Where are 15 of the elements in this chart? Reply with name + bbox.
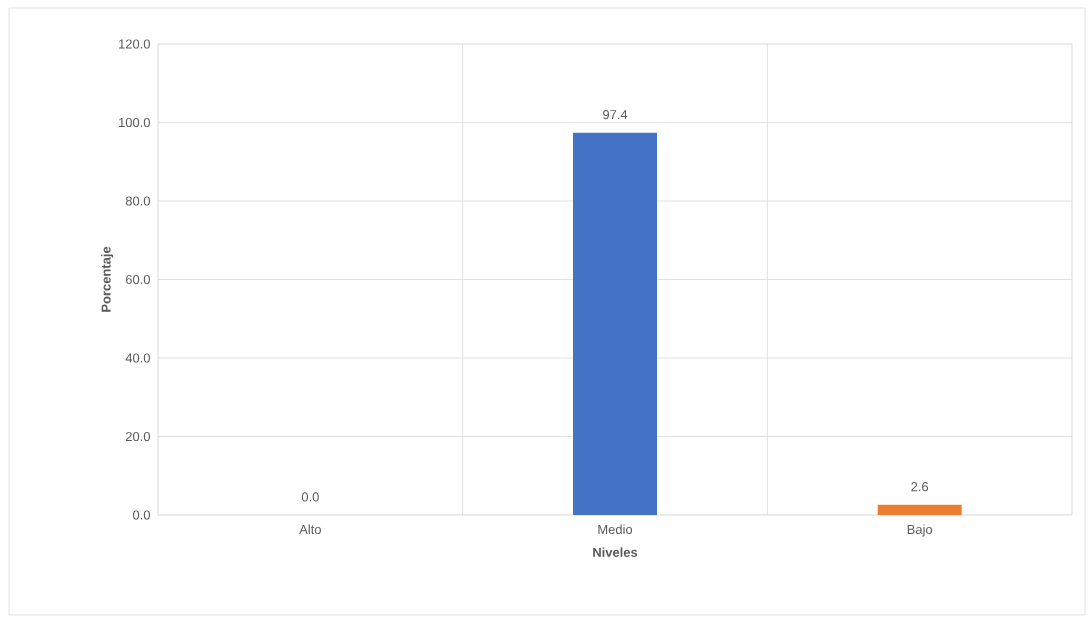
y-tick-label: 0.0 [132,510,150,520]
y-tick-label: 100.0 [119,117,150,128]
x-axis-title: Niveles [593,547,638,557]
data-label: 0.0 [301,492,319,502]
x-tick-label: Medio [598,524,633,535]
x-tick-label: Bajo [907,524,933,537]
data-label: 97.4 [603,110,628,120]
y-tick-label: 80.0 [125,196,150,206]
x-tick-label: Alto [299,524,321,535]
y-tick-label: 40.0 [125,353,150,363]
y-tick-label: 60.0 [125,274,150,285]
y-tick-label: 120.0 [119,39,150,49]
data-label: 2.6 [911,482,929,492]
y-axis-title: Porcentaje [101,246,114,312]
y-tick-label: 20.0 [125,431,150,442]
